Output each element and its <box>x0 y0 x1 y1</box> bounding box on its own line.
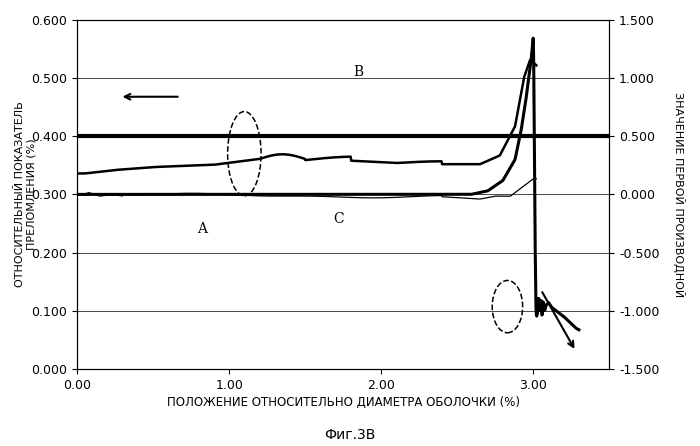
Y-axis label: ОТНОСИТЕЛЬНЫЙ ПОКАЗАТЕЛЬ
ПРЕЛОМЛЕНИЯ (%): ОТНОСИТЕЛЬНЫЙ ПОКАЗАТЕЛЬ ПРЕЛОМЛЕНИЯ (%) <box>15 102 36 287</box>
Y-axis label: ЗНАЧЕНИЕ ПЕРВОЙ ПРОИЗВОДНОЙ: ЗНАЧЕНИЕ ПЕРВОЙ ПРОИЗВОДНОЙ <box>673 92 685 297</box>
Text: B: B <box>354 65 363 79</box>
Text: C: C <box>333 212 344 226</box>
Text: Фиг.3В: Фиг.3В <box>324 428 376 442</box>
Text: A: A <box>197 222 206 236</box>
X-axis label: ПОЛОЖЕНИЕ ОТНОСИТЕЛЬНО ДИАМЕТРА ОБОЛОЧКИ (%): ПОЛОЖЕНИЕ ОТНОСИТЕЛЬНО ДИАМЕТРА ОБОЛОЧКИ… <box>167 396 519 409</box>
